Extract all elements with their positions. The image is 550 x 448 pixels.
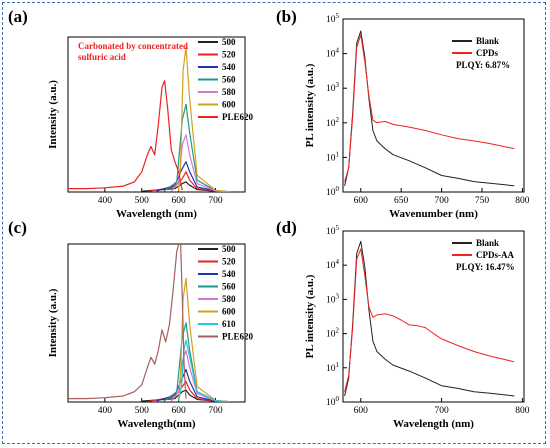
legend-label: 500 bbox=[222, 244, 236, 254]
y-tick-label: 105 bbox=[326, 224, 340, 237]
y-axis-title: PL intensity (a.u.) bbox=[304, 274, 316, 358]
legend-label: 600 bbox=[222, 100, 236, 110]
x-tick-label: 600 bbox=[354, 196, 369, 206]
x-tick-label: 700 bbox=[434, 406, 449, 416]
x-tick-label: 700 bbox=[208, 196, 223, 206]
legend-label: 600 bbox=[222, 307, 236, 317]
x-tick-label: 400 bbox=[98, 196, 113, 206]
chart-panel-3: (c) 400 500 600 700 Wavelength(nm) Intensity (… bbox=[8, 218, 254, 430]
annotation-text: Carbonated by concentrated bbox=[78, 41, 188, 51]
x-axis-title: Wavenumber (nm) bbox=[389, 208, 478, 220]
annotation-text: sulfuric acid bbox=[78, 52, 126, 62]
x-tick-label: 650 bbox=[394, 196, 409, 206]
y-tick-label: 101 bbox=[326, 150, 340, 163]
chart-panel-2: (b) 600 650 700 750 800 100 101 102 103 104 105 Wave… bbox=[276, 7, 530, 220]
legend-label: PLE620 bbox=[222, 332, 254, 342]
chart-panel-4: (d) 600 700 800 100 101 102 103 104 105 Wavelength… bbox=[276, 218, 530, 430]
x-tick-label: 700 bbox=[434, 196, 449, 206]
x-tick-label: 600 bbox=[354, 406, 369, 416]
series-line-Blank bbox=[344, 30, 515, 187]
plot-frame bbox=[342, 230, 525, 403]
legend-label: Blank bbox=[476, 36, 499, 46]
y-tick-label: 102 bbox=[326, 116, 340, 129]
series-line-600 bbox=[178, 277, 231, 402]
panel-label: (d) bbox=[276, 218, 297, 237]
x-tick-label: 500 bbox=[135, 196, 150, 206]
series-line-Blank bbox=[344, 240, 515, 397]
y-axis-title: Intensity (a.u.) bbox=[47, 80, 59, 149]
legend-label: 540 bbox=[222, 62, 236, 72]
x-axis-title: Wavelength(nm) bbox=[117, 418, 196, 430]
plqy-label: PLQY: 16.47% bbox=[456, 262, 515, 272]
x-tick-label: 600 bbox=[172, 196, 187, 206]
legend-label: 520 bbox=[222, 257, 236, 267]
x-axis-title: Wavelength (nm) bbox=[393, 418, 474, 430]
series-line-CPDs-AA bbox=[344, 248, 515, 392]
legend-label: 580 bbox=[222, 294, 236, 304]
plot-frame bbox=[67, 36, 246, 193]
x-axis-title: Wavelength (nm) bbox=[116, 208, 197, 220]
plqy-label: PLQY: 6.87% bbox=[456, 60, 510, 70]
chart-panel-1: (a) 400 500 600 700 Wavelength (nm) Intensity … bbox=[8, 7, 254, 220]
y-tick-label: 103 bbox=[326, 81, 340, 94]
legend-label: 540 bbox=[222, 269, 236, 279]
legend-label: CPDs-AA bbox=[476, 250, 514, 260]
panel-label: (c) bbox=[8, 218, 27, 237]
x-tick-label: 800 bbox=[515, 196, 530, 206]
x-tick-label: 800 bbox=[515, 406, 530, 416]
panel-label: (b) bbox=[276, 7, 297, 26]
legend-label: PLE620 bbox=[222, 112, 254, 122]
plot-frame bbox=[67, 243, 246, 403]
y-tick-label: 101 bbox=[326, 361, 340, 374]
x-tick-label: 500 bbox=[135, 406, 150, 416]
x-tick-label: 750 bbox=[475, 196, 490, 206]
y-tick-label: 100 bbox=[326, 395, 340, 408]
plot-frame bbox=[342, 18, 525, 193]
y-tick-label: 102 bbox=[326, 327, 340, 340]
series-line-520 bbox=[149, 171, 231, 192]
series-line-560 bbox=[163, 103, 231, 192]
legend-label: 610 bbox=[222, 319, 236, 329]
series-line-PLE620 bbox=[68, 244, 187, 400]
x-tick-label: 700 bbox=[208, 406, 223, 416]
y-tick-label: 104 bbox=[326, 47, 340, 60]
figure-frame bbox=[2, 2, 546, 444]
series-line-610 bbox=[178, 339, 231, 402]
y-axis-title: Intensity (a.u.) bbox=[47, 288, 59, 357]
legend-label: Blank bbox=[476, 238, 499, 248]
panel-label: (a) bbox=[8, 7, 28, 26]
series-line-PLE620 bbox=[68, 80, 183, 191]
series-line-520 bbox=[149, 380, 231, 402]
y-tick-label: 105 bbox=[326, 12, 340, 25]
series-line-CPDs bbox=[344, 34, 515, 182]
legend-label: 560 bbox=[222, 282, 236, 292]
legend-label: CPDs bbox=[476, 48, 498, 58]
legend-label: 500 bbox=[222, 37, 236, 47]
legend-label: 560 bbox=[222, 75, 236, 85]
y-tick-label: 100 bbox=[326, 185, 340, 198]
y-tick-label: 103 bbox=[326, 292, 340, 305]
x-tick-label: 600 bbox=[172, 406, 187, 416]
series-line-600 bbox=[178, 46, 231, 192]
x-tick-label: 400 bbox=[98, 406, 113, 416]
legend-label: 580 bbox=[222, 87, 236, 97]
legend-label: 520 bbox=[222, 50, 236, 60]
y-tick-label: 104 bbox=[326, 258, 340, 271]
y-axis-title: PL intensity (a.u.) bbox=[304, 63, 316, 147]
